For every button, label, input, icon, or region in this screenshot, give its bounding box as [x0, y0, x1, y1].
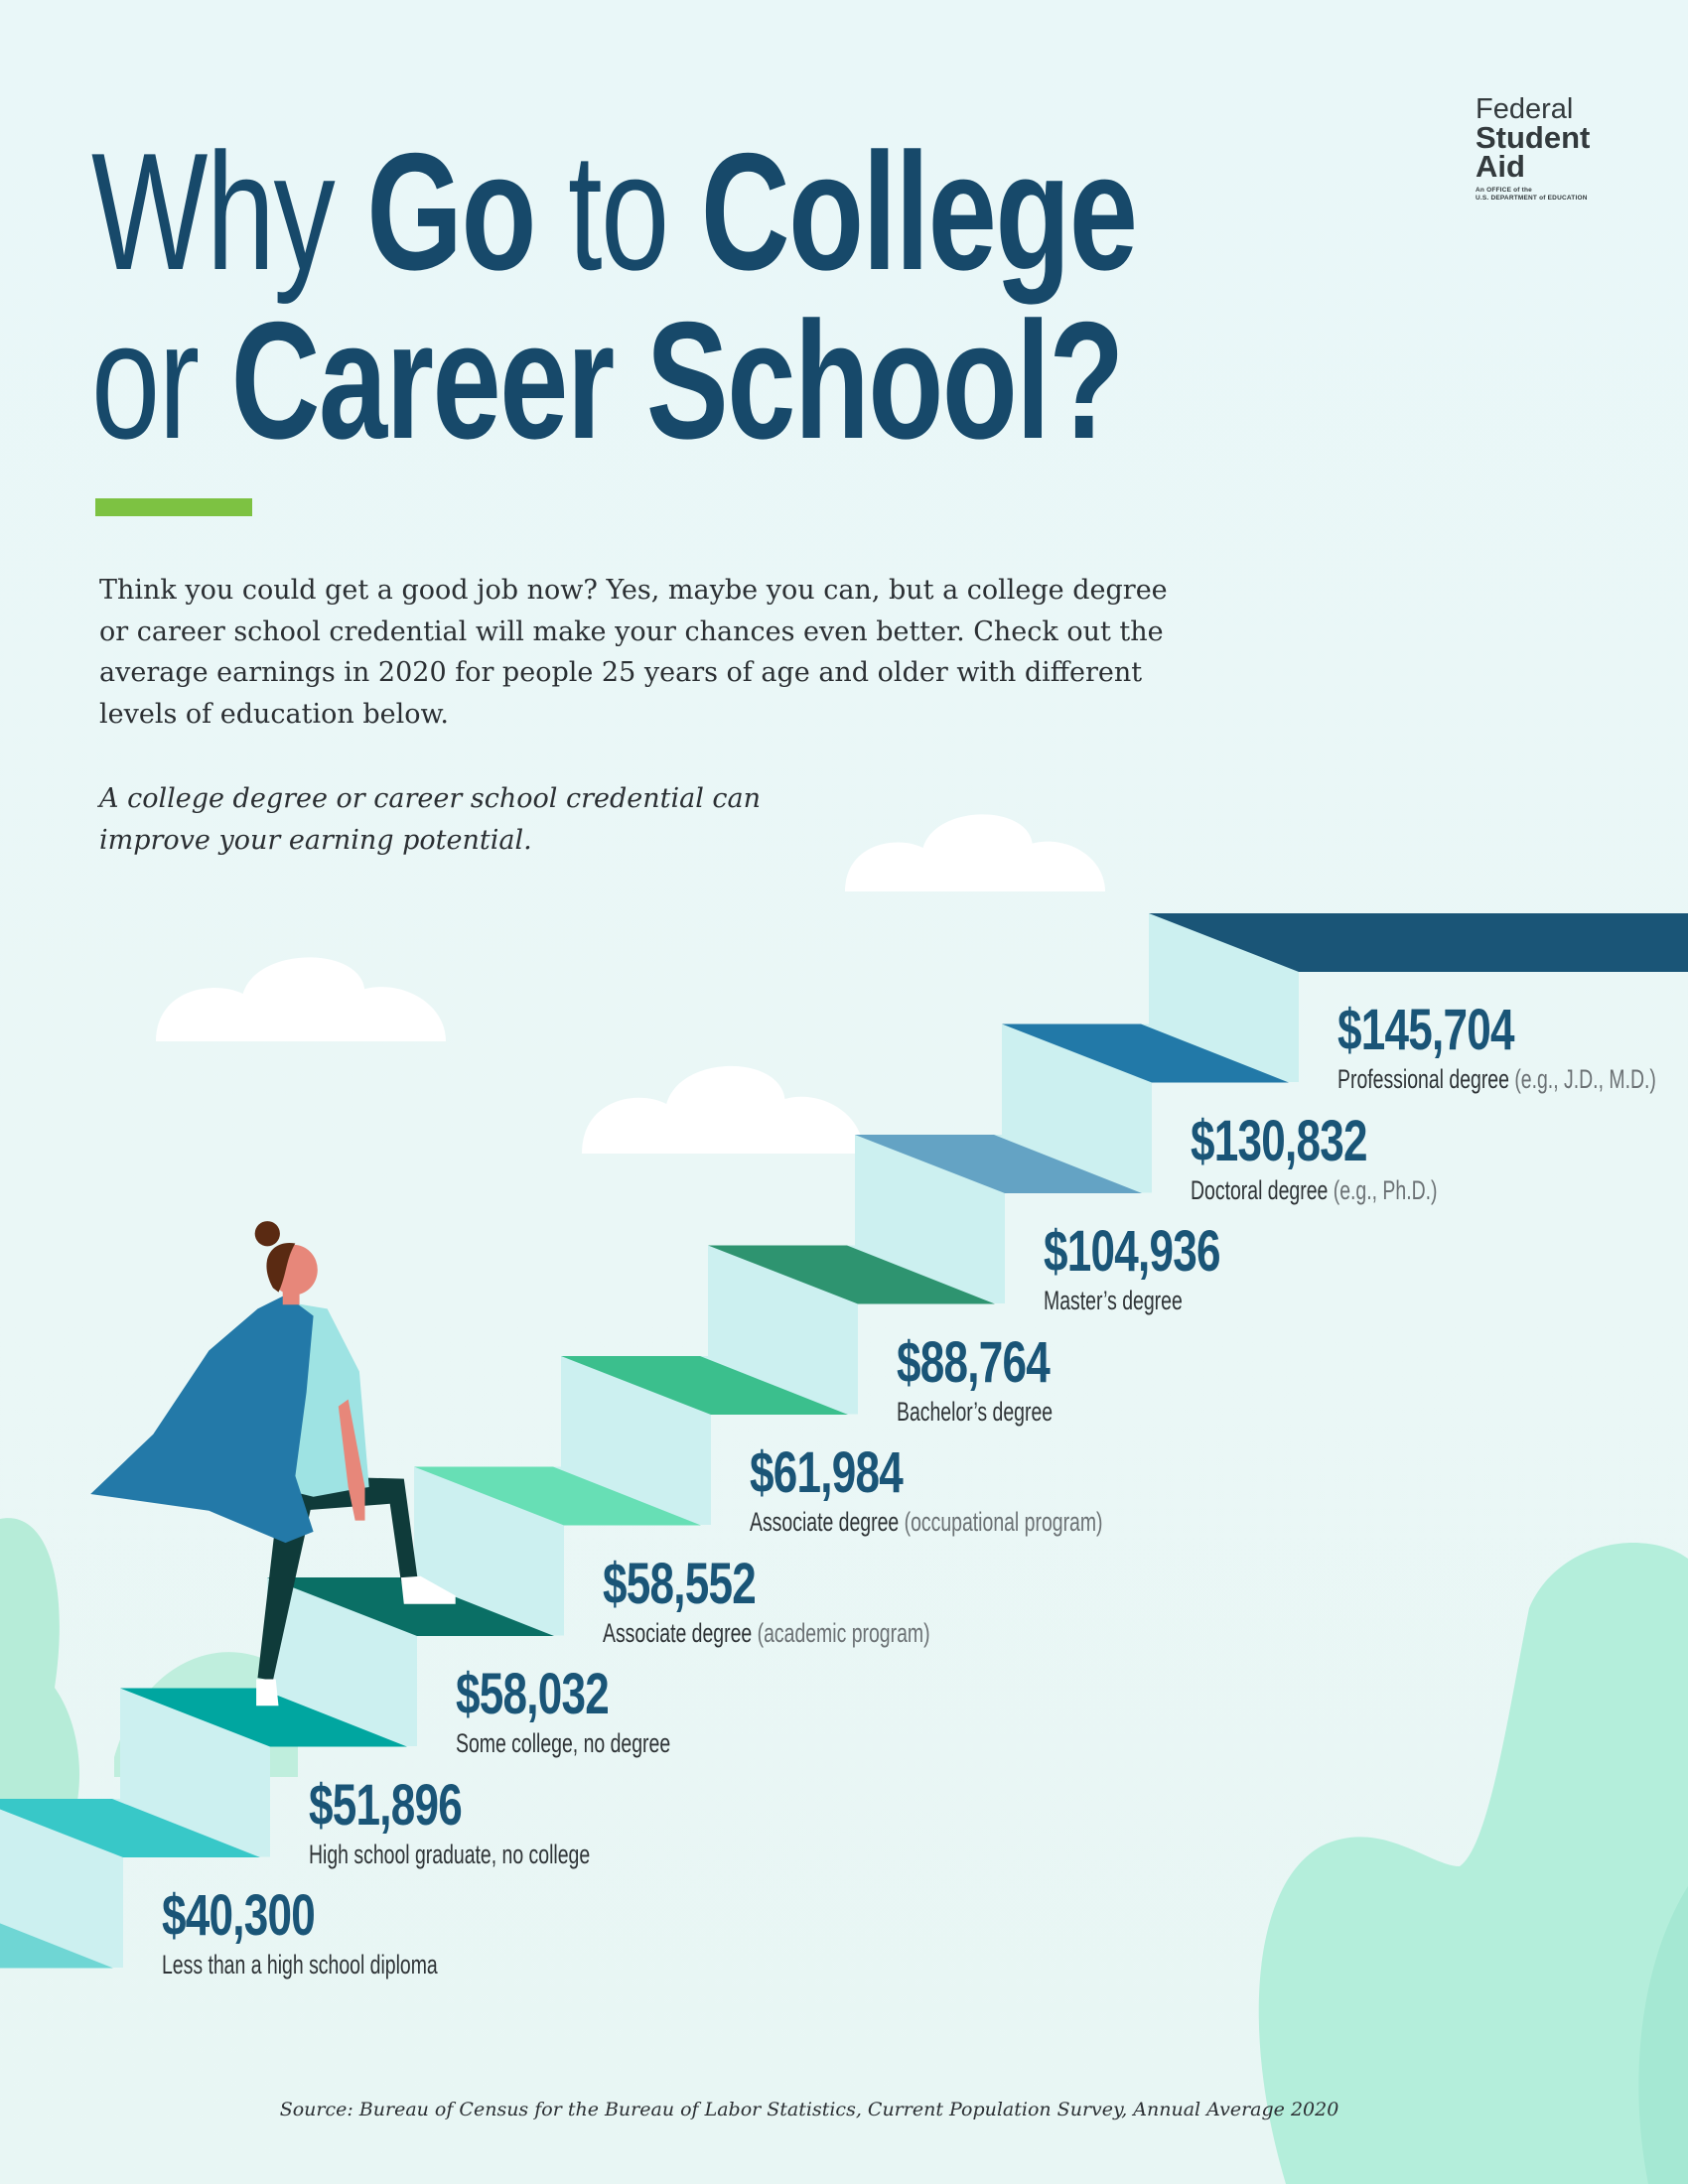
stair-tread [1149, 913, 1688, 972]
left-bush [0, 1518, 79, 1856]
logo-line-aid: Aid [1476, 149, 1525, 184]
logo-line-federal: Federal [1476, 93, 1574, 125]
front-shoe [400, 1575, 456, 1604]
education-level-note: (e.g., J.D., M.D.) [1508, 1064, 1656, 1094]
page-title: Why Go to College or Career School? [91, 127, 1138, 465]
stair-tread [561, 1356, 848, 1415]
earnings-label: $40,300 Less than a high school diploma [162, 1883, 545, 1980]
stair-tread [120, 1688, 407, 1747]
education-level-note: (academic program) [752, 1617, 930, 1648]
logo-tagline-2: U.S. DEPARTMENT of EDUCATION [1476, 195, 1588, 202]
federal-student-aid-logo: Federal Student Aid An OFFICE of the U.S… [1476, 95, 1590, 203]
logo-line-student: Student [1476, 120, 1591, 155]
accent-bar [95, 498, 252, 516]
cloud [156, 957, 446, 1041]
earnings-amount: $145,704 [1337, 998, 1515, 1062]
cloud [845, 814, 1105, 891]
earnings-label: $145,704 Professional degree (e.g., J.D.,… [1337, 998, 1688, 1095]
earnings-label: $51,896 High school graduate, no college [309, 1772, 699, 1869]
earnings-amount: $104,936 [1044, 1219, 1221, 1284]
earnings-amount: $130,832 [1191, 1108, 1368, 1173]
stairs [0, 913, 1688, 1969]
education-level: Professional degree (e.g., J.D., M.D.) [1337, 1064, 1656, 1094]
education-level: Bachelor’s degree [897, 1396, 1054, 1427]
earnings-label: $61,984 Associate degree (occupational pr… [750, 1440, 1240, 1538]
raised-leg [299, 1475, 418, 1582]
intro-paragraph: Think you could get a good job now? Yes,… [99, 575, 1168, 730]
education-level: Doctoral degree (e.g., Ph.D.) [1191, 1174, 1438, 1205]
education-level: Associate degree (academic program) [603, 1617, 930, 1648]
stair-tread [708, 1245, 995, 1304]
earnings-amount: $88,764 [897, 1329, 1051, 1395]
tagline: A college degree or career school creden… [99, 783, 762, 856]
earnings-amount: $51,896 [309, 1772, 463, 1838]
earnings-amount: $40,300 [162, 1883, 316, 1948]
education-level: Associate degree (occupational program) [750, 1507, 1103, 1537]
cloud [582, 1065, 864, 1154]
education-level: Some college, no degree [456, 1728, 671, 1758]
hair [266, 1242, 296, 1293]
earnings-label: $130,832 Doctoral degree (e.g., Ph.D.) [1191, 1108, 1533, 1205]
title-college: College [700, 118, 1138, 305]
hair-bun [254, 1221, 280, 1247]
logo-tagline-1: An OFFICE of the [1476, 187, 1532, 194]
title-career-school: Career School? [230, 287, 1125, 474]
back-leg [257, 1489, 314, 1681]
title-why: Why [91, 118, 336, 305]
education-level-note: (e.g., Ph.D.) [1328, 1174, 1438, 1205]
source-note: Source: Bureau of Census for the Bureau … [279, 2099, 1339, 2120]
arm [338, 1399, 365, 1521]
earnings-label: $58,552 Associate degree (academic progra… [603, 1551, 1057, 1648]
clouds [156, 814, 1105, 1154]
earnings-label: $88,764 Bachelor’s degree [897, 1329, 1113, 1427]
stair-tread [0, 1799, 260, 1857]
earnings-amount: $61,984 [750, 1440, 904, 1505]
education-level: Less than a high school diploma [162, 1950, 438, 1979]
stair-tread [0, 1923, 113, 1969]
stair-tread [267, 1577, 554, 1636]
right-bush-front [1638, 1886, 1688, 2184]
earnings-amount: $58,032 [456, 1662, 610, 1726]
back-shoe [256, 1679, 279, 1706]
right-bush [1258, 1543, 1688, 2184]
earnings-label: $104,936 Master’s degree [1044, 1219, 1276, 1316]
earnings-amount: $58,552 [603, 1551, 757, 1616]
earnings-label: $58,032 Some college, no degree [456, 1662, 754, 1759]
title-go: Go [366, 118, 536, 305]
stair-tread [414, 1466, 701, 1526]
stair-tread [1002, 1024, 1289, 1083]
title-or: or [91, 287, 200, 474]
education-level-note: (occupational program) [899, 1507, 1103, 1537]
stair-tread [855, 1135, 1142, 1193]
woman-climbing-illustration [90, 1221, 456, 1706]
education-level: High school graduate, no college [309, 1839, 591, 1869]
education-level: Master’s degree [1044, 1286, 1183, 1315]
title-to: to [568, 118, 669, 305]
cape [90, 1295, 314, 1544]
